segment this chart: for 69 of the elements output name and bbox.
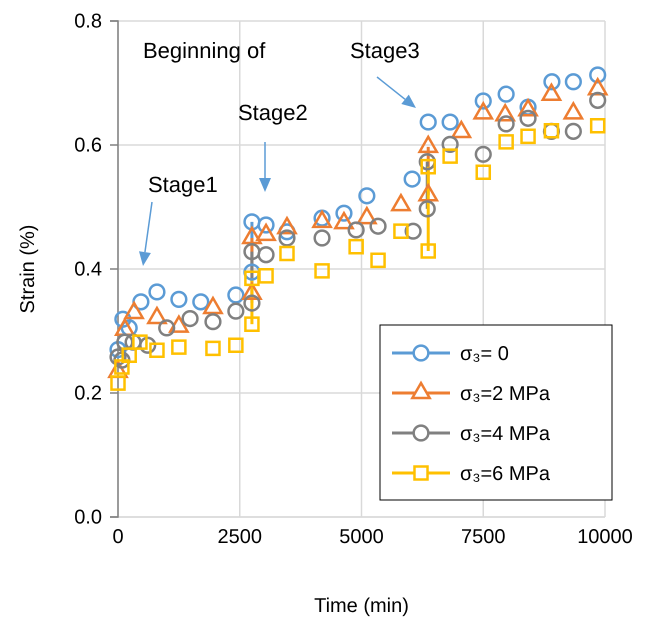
point <box>204 313 222 330</box>
annotation: Stage2 <box>238 100 308 125</box>
point <box>158 319 176 336</box>
point <box>442 148 458 164</box>
point <box>393 223 409 239</box>
point <box>257 246 275 264</box>
point <box>149 342 165 358</box>
point <box>244 270 260 286</box>
point <box>244 316 260 332</box>
point <box>420 113 437 131</box>
point <box>314 263 330 279</box>
point <box>420 243 436 259</box>
point <box>369 218 387 235</box>
point <box>278 229 296 247</box>
point <box>520 128 536 144</box>
y-tick-label: 0.2 <box>74 382 102 404</box>
y-tick-label: 0.6 <box>74 134 102 156</box>
legend-label: σ₃=2 MPa <box>460 383 551 405</box>
point <box>121 347 137 363</box>
point <box>110 375 126 391</box>
point <box>442 113 459 131</box>
point <box>227 286 244 304</box>
point <box>358 187 376 204</box>
point <box>498 134 514 150</box>
annotation: Stage1 <box>148 172 218 197</box>
point <box>205 340 221 356</box>
y-tick-label: 0.4 <box>74 258 102 280</box>
point <box>348 221 365 239</box>
point <box>420 158 436 174</box>
point <box>279 246 295 262</box>
point <box>498 86 515 103</box>
x-tick-label: 10000 <box>577 526 633 548</box>
point <box>498 115 515 133</box>
point <box>370 252 386 268</box>
point <box>313 229 331 247</box>
point <box>590 118 606 134</box>
y-axis-title: Strain (%) <box>17 224 39 314</box>
point <box>474 146 492 163</box>
point <box>148 283 166 301</box>
point <box>348 238 364 254</box>
point <box>243 213 261 230</box>
point <box>243 243 261 260</box>
point <box>589 92 606 109</box>
legend-label: σ₃=4 MPa <box>460 423 551 445</box>
point <box>404 170 421 188</box>
x-tick-label: 5000 <box>339 526 384 548</box>
annotation: Stage3 <box>350 38 420 63</box>
x-tick-label: 0 <box>112 526 124 548</box>
y-tick-label: 0.0 <box>74 506 102 528</box>
point <box>258 268 274 284</box>
point <box>564 73 582 90</box>
x-axis-title: Time (min) <box>314 595 409 617</box>
point <box>181 310 199 328</box>
point <box>228 337 244 354</box>
legend-label: σ₃=6 MPa <box>460 463 551 485</box>
x-tick-label: 2500 <box>218 526 262 548</box>
x-tick-label: 7500 <box>461 526 506 548</box>
y-tick-label: 0.8 <box>74 10 102 32</box>
point <box>171 339 187 355</box>
point <box>564 122 582 140</box>
annotation: Beginning of <box>143 38 266 63</box>
point <box>418 200 436 218</box>
legend-label: σ₃= 0 <box>460 343 509 365</box>
point <box>192 293 210 310</box>
point <box>227 302 244 320</box>
point <box>132 334 148 350</box>
point <box>170 290 188 308</box>
point <box>475 164 492 180</box>
point <box>243 294 261 312</box>
